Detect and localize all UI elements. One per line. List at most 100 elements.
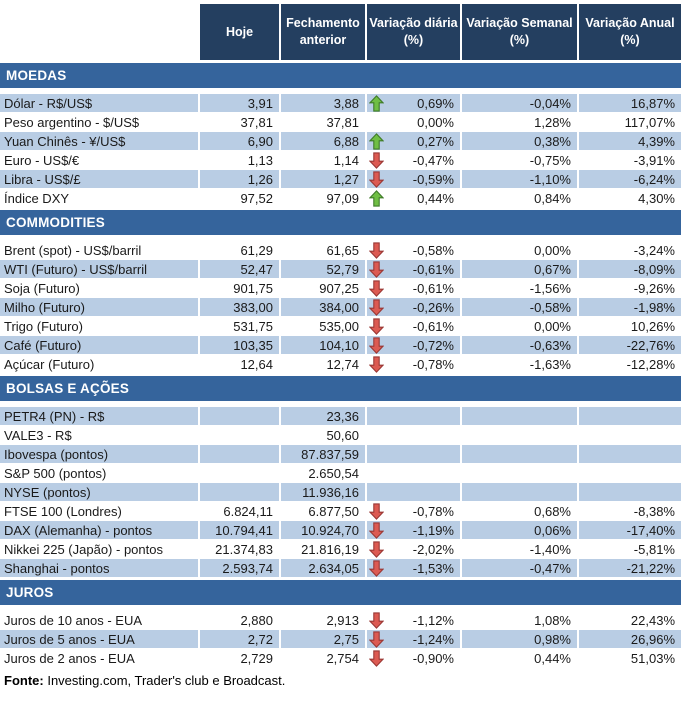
table-row: Milho (Futuro) 383,00 384,00 -0,26% -0,5… bbox=[0, 297, 681, 317]
table-row: Juros de 10 anos - EUA 2,880 2,913 -1,12… bbox=[0, 608, 681, 630]
fechamento-anterior-value: 21.816,19 bbox=[279, 539, 366, 559]
fechamento-anterior-value: 6.877,50 bbox=[279, 501, 366, 521]
source-label: Fonte: bbox=[4, 673, 44, 688]
variacao-diaria-cell bbox=[365, 444, 461, 464]
arrow-slot bbox=[369, 427, 384, 444]
table-row: Shanghai - pontos 2.593,74 2.634,05 -1,5… bbox=[0, 558, 681, 579]
variacao-diaria-cell: -0,58% bbox=[365, 238, 461, 260]
section-header-row: BOLSAS E AÇÕES bbox=[0, 373, 681, 407]
variacao-semanal-value: -1,10% bbox=[460, 169, 578, 189]
down-arrow-icon bbox=[369, 318, 384, 335]
arrow-slot bbox=[369, 560, 384, 577]
section-title: MOEDAS bbox=[0, 60, 681, 94]
arrow-slot bbox=[369, 541, 384, 558]
table-row: Nikkei 225 (Japão) - pontos 21.374,83 21… bbox=[0, 539, 681, 559]
variacao-diaria-cell: -0,72% bbox=[365, 335, 461, 355]
hoje-value bbox=[198, 463, 280, 483]
row-label: Yuan Chinês - ¥/US$ bbox=[0, 131, 199, 151]
row-label: Trigo (Futuro) bbox=[0, 316, 199, 336]
hoje-value bbox=[198, 444, 280, 464]
variacao-anual-value: -3,91% bbox=[577, 150, 681, 170]
hoje-value: 2,729 bbox=[198, 648, 280, 668]
table-row: Brent (spot) - US$/barril 61,29 61,65 -0… bbox=[0, 238, 681, 260]
variacao-diaria-cell: -0,59% bbox=[365, 169, 461, 189]
table-row: Juros de 2 anos - EUA 2,729 2,754 -0,90%… bbox=[0, 648, 681, 668]
table-row: Índice DXY 97,52 97,09 0,44% 0,84% 4,30% bbox=[0, 188, 681, 209]
variacao-anual-value: -6,24% bbox=[577, 169, 681, 189]
arrow-slot bbox=[369, 337, 384, 354]
fechamento-anterior-value: 61,65 bbox=[279, 238, 366, 260]
variacao-diaria-value: -2,02% bbox=[412, 541, 454, 557]
variacao-diaria-value: -1,12% bbox=[412, 612, 454, 628]
table-row: FTSE 100 (Londres) 6.824,11 6.877,50 -0,… bbox=[0, 501, 681, 521]
variacao-anual-value: 26,96% bbox=[577, 629, 681, 649]
arrow-slot bbox=[369, 114, 384, 131]
hoje-value: 61,29 bbox=[198, 238, 280, 260]
variacao-diaria-cell: -0,26% bbox=[365, 297, 461, 317]
arrow-slot bbox=[369, 503, 384, 520]
variacao-diaria-value: -1,19% bbox=[412, 522, 454, 538]
variacao-diaria-value: -0,72% bbox=[412, 337, 454, 353]
hoje-value: 103,35 bbox=[198, 335, 280, 355]
section-title: BOLSAS E AÇÕES bbox=[0, 373, 681, 407]
arrow-slot bbox=[369, 446, 384, 463]
fechamento-anterior-value: 3,88 bbox=[279, 91, 366, 113]
variacao-semanal-value: 0,84% bbox=[460, 188, 578, 209]
row-label: FTSE 100 (Londres) bbox=[0, 501, 199, 521]
hoje-value: 901,75 bbox=[198, 278, 280, 298]
down-arrow-icon bbox=[369, 650, 384, 667]
variacao-anual-value bbox=[577, 444, 681, 464]
row-label: VALE3 - R$ bbox=[0, 425, 199, 445]
variacao-anual-value: -8,09% bbox=[577, 259, 681, 279]
variacao-diaria-value: 0,69% bbox=[417, 95, 454, 111]
variacao-diaria-cell: 0,44% bbox=[365, 188, 461, 209]
variacao-semanal-value: 0,06% bbox=[460, 520, 578, 540]
hoje-value: 2.593,74 bbox=[198, 558, 280, 579]
down-arrow-icon bbox=[369, 356, 384, 373]
table-row: Peso argentino - $/US$ 37,81 37,81 0,00%… bbox=[0, 112, 681, 132]
table-row: WTI (Futuro) - US$/barril 52,47 52,79 -0… bbox=[0, 259, 681, 279]
variacao-semanal-value: 0,00% bbox=[460, 316, 578, 336]
variacao-semanal-value bbox=[460, 463, 578, 483]
variacao-diaria-cell: -0,61% bbox=[365, 259, 461, 279]
arrow-slot bbox=[369, 152, 384, 169]
variacao-anual-value: 117,07% bbox=[577, 112, 681, 132]
row-label: Milho (Futuro) bbox=[0, 297, 199, 317]
variacao-diaria-cell: -2,02% bbox=[365, 539, 461, 559]
row-label: Euro - US$/€ bbox=[0, 150, 199, 170]
variacao-semanal-value: 0,44% bbox=[460, 648, 578, 668]
hoje-value: 6.824,11 bbox=[198, 501, 280, 521]
table-row: Soja (Futuro) 901,75 907,25 -0,61% -1,56… bbox=[0, 278, 681, 298]
variacao-diaria-value: -0,61% bbox=[412, 318, 454, 334]
variacao-anual-value: -8,38% bbox=[577, 501, 681, 521]
variacao-anual-value bbox=[577, 425, 681, 445]
down-arrow-icon bbox=[369, 261, 384, 278]
hoje-value: 2,880 bbox=[198, 608, 280, 630]
variacao-diaria-value: 0,00% bbox=[417, 114, 454, 130]
variacao-diaria-cell: -1,24% bbox=[365, 629, 461, 649]
variacao-anual-value: 10,26% bbox=[577, 316, 681, 336]
hoje-value: 1,26 bbox=[198, 169, 280, 189]
variacao-anual-value: 51,03% bbox=[577, 648, 681, 668]
section-header-row: COMMODITIES bbox=[0, 207, 681, 241]
row-label: WTI (Futuro) - US$/barril bbox=[0, 259, 199, 279]
table-row: Yuan Chinês - ¥/US$ 6,90 6,88 0,27% 0,38… bbox=[0, 131, 681, 151]
arrow-slot bbox=[369, 242, 384, 259]
table-row: Euro - US$/€ 1,13 1,14 -0,47% -0,75% -3,… bbox=[0, 150, 681, 170]
variacao-anual-value: -17,40% bbox=[577, 520, 681, 540]
fechamento-anterior-value: 23,36 bbox=[279, 404, 366, 426]
row-label: NYSE (pontos) bbox=[0, 482, 199, 502]
down-arrow-icon bbox=[369, 522, 384, 539]
variacao-semanal-value: 0,98% bbox=[460, 629, 578, 649]
arrow-slot bbox=[369, 299, 384, 316]
hoje-value: 3,91 bbox=[198, 91, 280, 113]
corner-cell bbox=[0, 4, 199, 62]
variacao-semanal-value: 0,67% bbox=[460, 259, 578, 279]
row-label: Juros de 10 anos - EUA bbox=[0, 608, 199, 630]
variacao-diaria-value: -1,24% bbox=[412, 631, 454, 647]
down-arrow-icon bbox=[369, 337, 384, 354]
variacao-diaria-cell bbox=[365, 425, 461, 445]
variacao-diaria-cell: -0,78% bbox=[365, 501, 461, 521]
table-row: PETR4 (PN) - R$ 23,36 bbox=[0, 404, 681, 426]
